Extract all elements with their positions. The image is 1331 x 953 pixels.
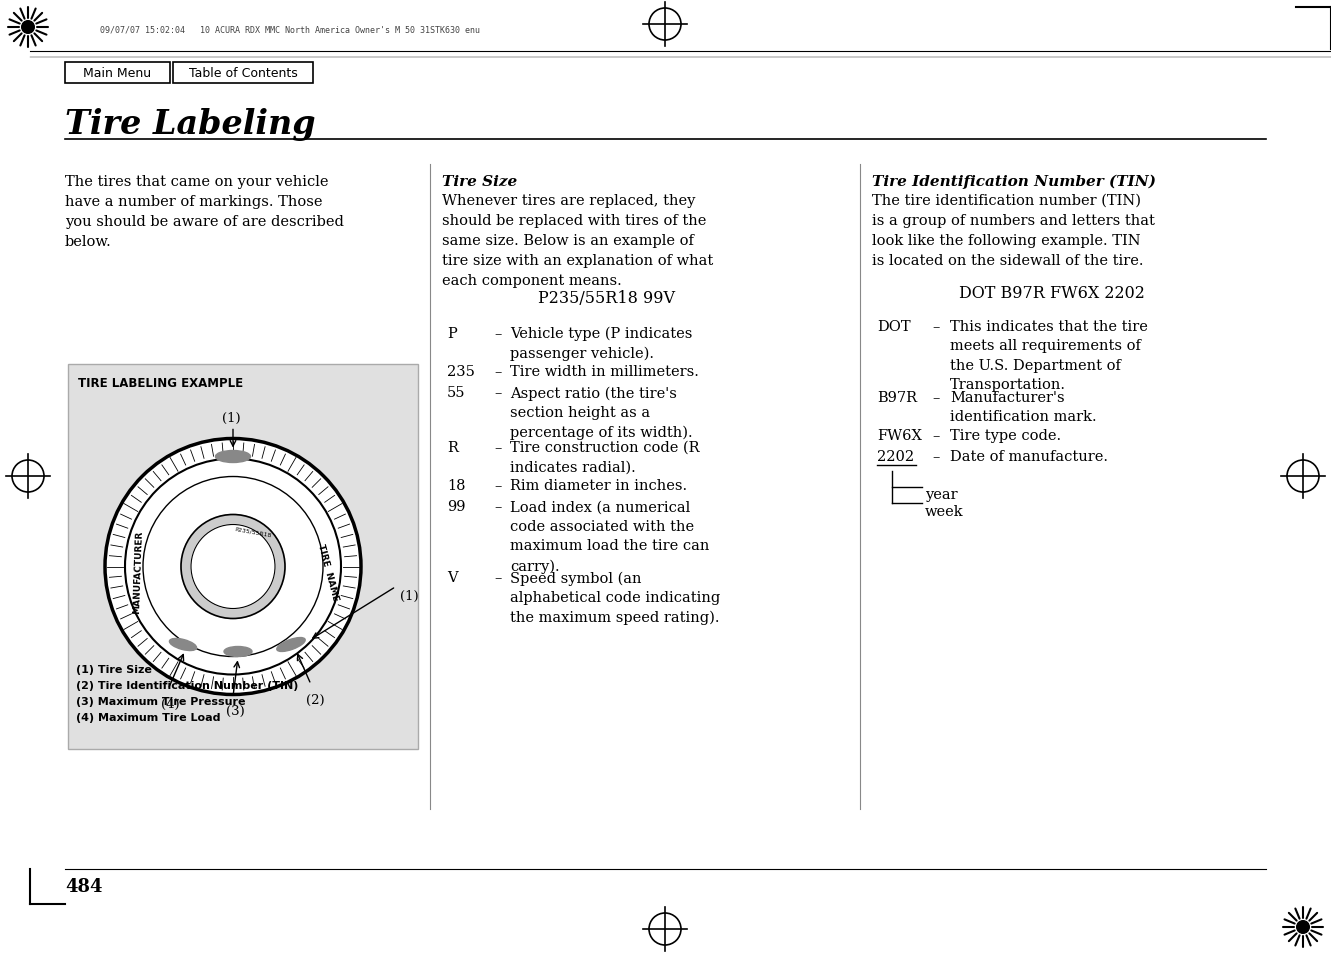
Text: TIRE LABELING EXAMPLE: TIRE LABELING EXAMPLE	[79, 376, 244, 390]
Text: DOT: DOT	[877, 319, 910, 334]
Text: 09/07/07 15:02:04   10 ACURA RDX MMC North America Owner's M 50 31STK630 enu: 09/07/07 15:02:04 10 ACURA RDX MMC North…	[100, 26, 480, 34]
Text: (1) Tire Size: (1) Tire Size	[76, 664, 152, 675]
Text: (1): (1)	[401, 589, 419, 602]
Text: Rim diameter in inches.: Rim diameter in inches.	[510, 478, 687, 493]
Text: 18: 18	[447, 478, 466, 493]
Text: (4): (4)	[161, 697, 180, 710]
Text: 55: 55	[447, 386, 466, 400]
Text: The tires that came on your vehicle
have a number of markings. Those
you should : The tires that came on your vehicle have…	[65, 174, 343, 249]
Text: B97R: B97R	[877, 391, 917, 405]
Text: year: year	[925, 488, 957, 502]
Text: Load index (a numerical
code associated with the
maximum load the tire can
carry: Load index (a numerical code associated …	[510, 500, 709, 573]
Text: Tire type code.: Tire type code.	[950, 429, 1061, 442]
Text: (4) Maximum Tire Load: (4) Maximum Tire Load	[76, 712, 221, 722]
Text: –: –	[494, 365, 502, 378]
Text: –: –	[494, 327, 502, 340]
FancyBboxPatch shape	[173, 63, 313, 84]
Circle shape	[1296, 921, 1310, 933]
Text: Tire Size: Tire Size	[442, 174, 518, 189]
Text: P235/55R18: P235/55R18	[234, 526, 272, 537]
Text: P: P	[447, 327, 457, 340]
Text: Tire width in millimeters.: Tire width in millimeters.	[510, 365, 699, 378]
Text: Tire Identification Number (TIN): Tire Identification Number (TIN)	[872, 174, 1157, 190]
Text: (1): (1)	[222, 411, 241, 424]
Text: TIRE  NAME: TIRE NAME	[315, 542, 339, 601]
Text: P235/55R18 99V: P235/55R18 99V	[539, 290, 676, 307]
Text: 484: 484	[65, 877, 102, 895]
Text: FW6X: FW6X	[877, 429, 922, 442]
Text: –: –	[932, 429, 940, 442]
Circle shape	[21, 22, 35, 34]
Text: Tire Labeling: Tire Labeling	[65, 108, 315, 141]
Text: 2202: 2202	[877, 450, 914, 464]
Text: (2): (2)	[306, 693, 325, 706]
Text: 235: 235	[447, 365, 475, 378]
Text: (3): (3)	[226, 703, 245, 717]
Text: (2) Tire Identification Number (TIN): (2) Tire Identification Number (TIN)	[76, 680, 298, 690]
Text: R: R	[447, 440, 458, 455]
Text: V: V	[447, 571, 458, 585]
Text: (3) Maximum Tire Pressure: (3) Maximum Tire Pressure	[76, 697, 245, 706]
Text: Main Menu: Main Menu	[83, 67, 150, 80]
Text: Manufacturer's
identification mark.: Manufacturer's identification mark.	[950, 391, 1097, 424]
Text: Whenever tires are replaced, they
should be replaced with tires of the
same size: Whenever tires are replaced, they should…	[442, 193, 713, 288]
Circle shape	[181, 515, 285, 618]
Text: DOT B97R FW6X 2202: DOT B97R FW6X 2202	[960, 285, 1145, 302]
Text: Vehicle type (P indicates
passenger vehicle).: Vehicle type (P indicates passenger vehi…	[510, 327, 692, 361]
Text: –: –	[494, 440, 502, 455]
Text: –: –	[932, 391, 940, 405]
FancyBboxPatch shape	[68, 365, 418, 749]
Text: –: –	[932, 450, 940, 464]
Text: Aspect ratio (the tire's
section height as a
percentage of its width).: Aspect ratio (the tire's section height …	[510, 386, 692, 440]
Ellipse shape	[169, 639, 197, 651]
Text: –: –	[932, 319, 940, 334]
Text: week: week	[925, 504, 964, 518]
Text: –: –	[494, 571, 502, 585]
Ellipse shape	[216, 451, 250, 463]
Ellipse shape	[277, 638, 305, 652]
Text: Speed symbol (an
alphabetical code indicating
the maximum speed rating).: Speed symbol (an alphabetical code indic…	[510, 571, 720, 625]
Text: The tire identification number (TIN)
is a group of numbers and letters that
look: The tire identification number (TIN) is …	[872, 193, 1155, 268]
FancyBboxPatch shape	[65, 63, 170, 84]
Text: Table of Contents: Table of Contents	[189, 67, 297, 80]
Circle shape	[125, 459, 341, 675]
Text: –: –	[494, 478, 502, 493]
Circle shape	[192, 525, 276, 609]
Ellipse shape	[224, 647, 252, 657]
Text: Date of manufacture.: Date of manufacture.	[950, 450, 1107, 464]
Text: This indicates that the tire
meets all requirements of
the U.S. Department of
Tr: This indicates that the tire meets all r…	[950, 319, 1147, 392]
Text: –: –	[494, 500, 502, 514]
Circle shape	[105, 439, 361, 695]
Text: Tire construction code (R
indicates radial).: Tire construction code (R indicates radi…	[510, 440, 700, 474]
Text: MANUFACTURER: MANUFACTURER	[132, 530, 144, 614]
Text: –: –	[494, 386, 502, 400]
Text: 99: 99	[447, 500, 466, 514]
